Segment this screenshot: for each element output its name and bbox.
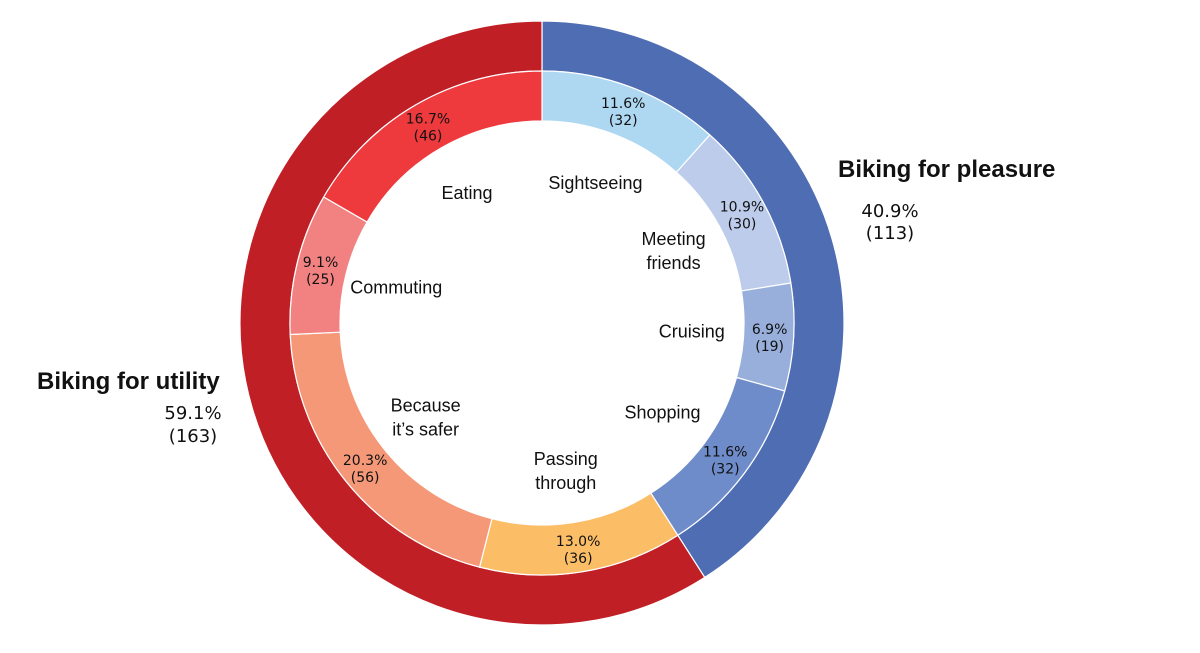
group-pct-utility: 59.1%: [164, 403, 221, 424]
pct-label-commuting: 9.1%: [303, 255, 339, 271]
inner-ring: [289, 70, 795, 576]
category-label-sightseeing: Sightseeing: [548, 173, 642, 193]
category-label-meeting-friends: Meeting friends: [642, 229, 706, 273]
category-label-commuting: Commuting: [350, 277, 442, 297]
category-label-line: Commuting: [350, 277, 442, 297]
category-label-line: friends: [647, 253, 701, 273]
category-label-because-it-s-safer: Because it’s safer: [391, 396, 461, 440]
inner-slice-eating: [322, 70, 543, 223]
category-label-line: it’s safer: [392, 420, 459, 440]
pct-label-cruising: 6.9%: [752, 322, 788, 338]
category-label-line: Shopping: [625, 402, 701, 422]
count-label-because-it-s-safer: (56): [351, 470, 380, 486]
category-label-passing-through: Passing through: [534, 449, 598, 493]
category-label-line: Cruising: [659, 322, 725, 342]
group-count-pleasure: (113): [866, 223, 914, 244]
pct-label-shopping: 11.6%: [703, 445, 747, 461]
pct-label-meeting-friends: 10.9%: [720, 200, 764, 216]
group-title-utility: Biking for utility: [37, 368, 220, 395]
category-label-shopping: Shopping: [625, 402, 701, 422]
category-label-line: Sightseeing: [548, 173, 642, 193]
category-label-line: through: [535, 473, 596, 493]
pct-label-sightseeing: 11.6%: [601, 96, 645, 112]
count-label-commuting: (25): [306, 272, 335, 288]
count-label-cruising: (19): [755, 339, 784, 355]
count-label-sightseeing: (32): [609, 113, 638, 129]
pct-label-eating: 16.7%: [406, 112, 450, 128]
count-label-meeting-friends: (30): [728, 217, 757, 233]
group-pct-pleasure: 40.9%: [861, 201, 918, 222]
category-label-eating: Eating: [441, 183, 492, 203]
category-label-cruising: Cruising: [659, 322, 725, 342]
pct-label-because-it-s-safer: 20.3%: [343, 453, 387, 469]
group-title-pleasure: Biking for pleasure: [838, 156, 1055, 183]
category-label-line: Because: [391, 396, 461, 416]
category-label-line: Meeting: [642, 229, 706, 249]
category-label-line: Passing: [534, 449, 598, 469]
count-label-shopping: (32): [711, 462, 740, 478]
count-label-eating: (46): [414, 129, 443, 145]
count-label-passing-through: (36): [564, 551, 593, 567]
group-count-utility: (163): [169, 426, 217, 447]
pct-label-passing-through: 13.0%: [556, 534, 600, 550]
category-label-line: Eating: [441, 183, 492, 203]
